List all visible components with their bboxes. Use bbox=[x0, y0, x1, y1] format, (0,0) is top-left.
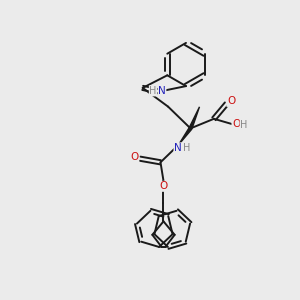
Text: O: O bbox=[130, 152, 139, 163]
Text: N: N bbox=[158, 86, 166, 96]
Text: H: H bbox=[149, 86, 157, 96]
Text: H: H bbox=[240, 120, 247, 130]
Text: O: O bbox=[227, 96, 235, 106]
Text: N: N bbox=[174, 143, 182, 153]
Text: H: H bbox=[183, 143, 190, 153]
Text: O: O bbox=[232, 119, 240, 129]
Polygon shape bbox=[189, 107, 200, 129]
Polygon shape bbox=[178, 128, 192, 145]
Text: O: O bbox=[159, 181, 168, 191]
